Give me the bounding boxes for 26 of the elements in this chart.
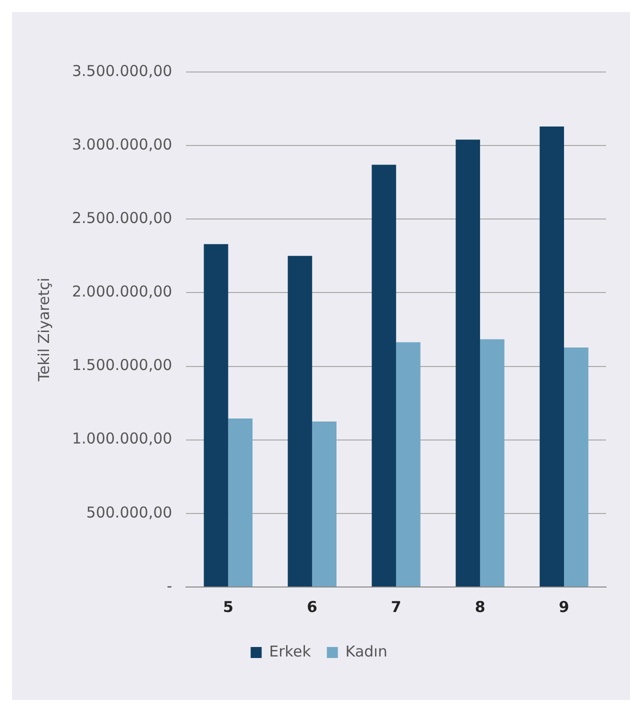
x-tick-label: 5: [222, 598, 234, 616]
bar: [312, 421, 336, 586]
x-tick-label: 8: [474, 598, 486, 616]
bar: [564, 347, 588, 586]
y-axis-title: Tekil Ziyaretçi: [34, 278, 53, 382]
bar: [228, 418, 253, 586]
y-tick-label: -: [166, 576, 172, 595]
x-tick-label: 6: [306, 598, 318, 616]
x-tick-label: 7: [390, 598, 402, 616]
bar: [540, 126, 564, 586]
legend-label: Erkek: [269, 642, 312, 660]
bar: [480, 339, 504, 586]
bar: [204, 244, 228, 586]
legend-label: Kadın: [345, 642, 388, 660]
bar: [396, 342, 420, 586]
y-tick-label: 2.000.000,00: [72, 282, 172, 301]
y-tick-label: 500.000,00: [86, 503, 172, 522]
y-tick-label: 2.500.000,00: [72, 209, 172, 228]
bar: [456, 140, 480, 586]
y-tick-label: 3.500.000,00: [72, 62, 172, 80]
x-tick-label: 9: [558, 598, 570, 616]
y-tick-label: 1.000.000,00: [72, 430, 172, 448]
bar: [372, 164, 396, 586]
y-tick-label: 3.000.000,00: [72, 135, 172, 154]
y-tick-label: 1.500.000,00: [72, 356, 172, 374]
bar: [288, 256, 312, 586]
